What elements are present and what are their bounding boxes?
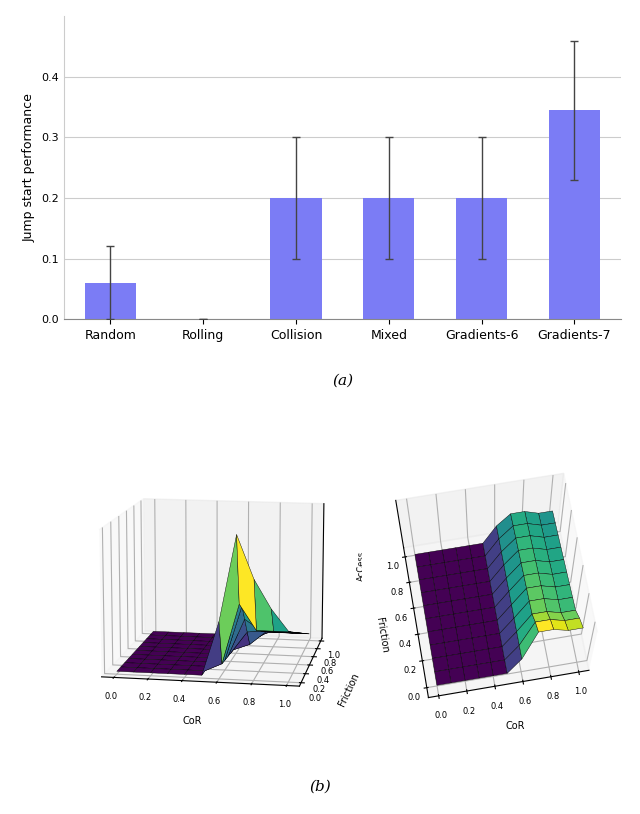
X-axis label: CoR: CoR	[182, 716, 202, 726]
X-axis label: CoR: CoR	[506, 721, 525, 731]
Bar	[456, 198, 507, 319]
Y-axis label: Friction: Friction	[374, 617, 390, 654]
Bar	[364, 198, 414, 319]
Bar	[85, 282, 136, 319]
Text: (b): (b)	[309, 780, 331, 794]
Bar	[271, 198, 321, 319]
Y-axis label: Jump start performance: Jump start performance	[23, 94, 36, 242]
Y-axis label: Friction: Friction	[337, 672, 361, 708]
Text: (a): (a)	[332, 374, 353, 387]
Bar	[549, 110, 600, 319]
